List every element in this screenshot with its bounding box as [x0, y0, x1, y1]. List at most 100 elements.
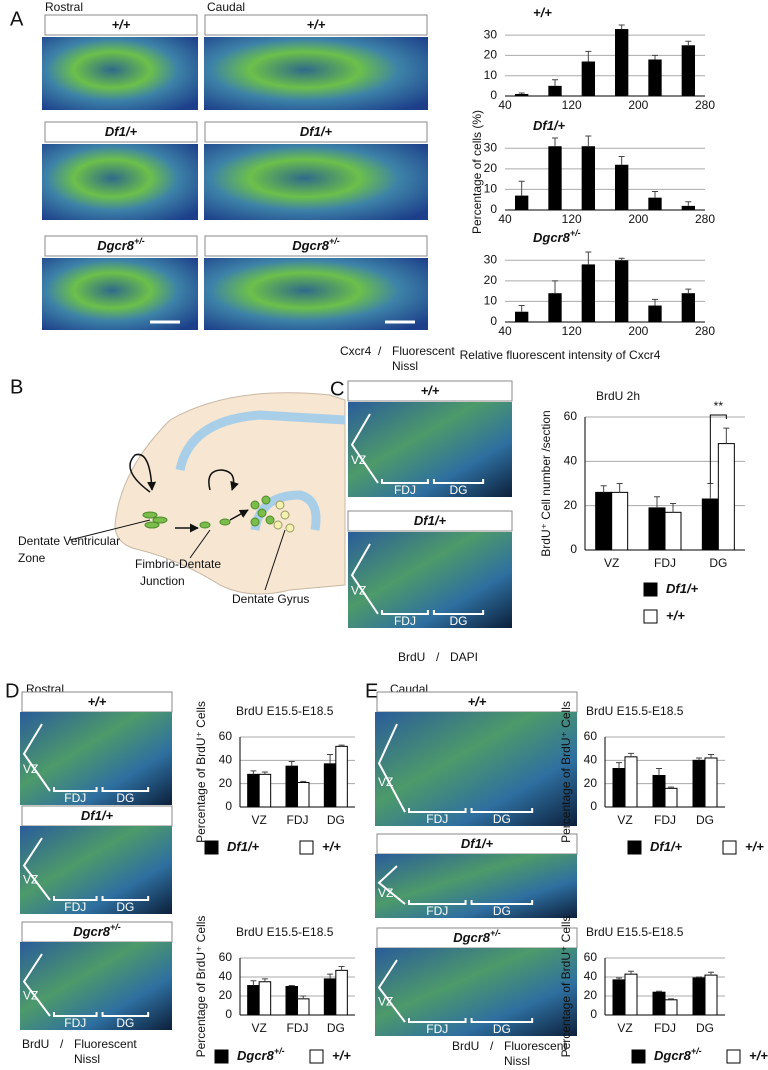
genotype-label: Df1/+ [414, 513, 447, 528]
fdj-bracket [53, 1012, 98, 1017]
bar [648, 197, 662, 210]
bar [692, 977, 706, 1016]
vz-bracket [350, 413, 379, 484]
y-axis-label: BrdU⁺ Cell number /section [539, 410, 553, 556]
legend-label-main: Df1/+ [227, 839, 260, 854]
y-tick-label: 20 [564, 498, 578, 512]
vz-bracket [22, 837, 51, 901]
legend-label-main: +/+ [322, 839, 341, 854]
fdj-bracket [408, 808, 467, 813]
y-tick-label: 0 [225, 1007, 232, 1021]
column-label: Rostral [45, 0, 83, 14]
error-bar [585, 50, 592, 62]
y-tick-label: 60 [219, 950, 233, 964]
error-bar [723, 427, 730, 444]
bar [595, 491, 613, 551]
y-axis-label: Percentage of BrdU⁺ Cells [559, 916, 573, 1058]
error-bar [708, 754, 714, 758]
chart-title-main: Df1/+ [533, 118, 566, 133]
bar [704, 974, 718, 1016]
stain-label: BrdU [452, 1039, 479, 1053]
y-tick-label: 60 [584, 950, 598, 964]
stain-label: BrdU [22, 1037, 49, 1051]
error-bar [616, 483, 623, 493]
micrograph [42, 144, 198, 220]
dg-bracket [101, 896, 150, 901]
y-tick-label: 30 [484, 252, 498, 266]
bar [615, 29, 629, 96]
genotype-label-main: +/+ [421, 383, 440, 398]
genotype-label-main: +/+ [112, 17, 131, 32]
bar [648, 305, 662, 322]
region-label: DG [493, 1022, 511, 1036]
y-tick-label: 30 [484, 140, 498, 154]
error-bar [300, 780, 307, 783]
bar [664, 787, 678, 808]
genotype-label-main: Df1/+ [81, 808, 114, 823]
bar [664, 511, 682, 551]
error-bar [585, 135, 592, 147]
error-bar [552, 79, 558, 86]
dg-bracket [432, 610, 485, 615]
bar [701, 498, 719, 551]
region-label: DG [450, 614, 468, 628]
legend-label-main: +/+ [666, 608, 685, 623]
chart-title-main: Dgcr8 [533, 230, 571, 245]
panel-letter: E [365, 680, 378, 702]
y-tick-label: 0 [490, 314, 497, 328]
genotype-label-sup: +/- [110, 922, 121, 932]
region-label: VZ [378, 995, 393, 1009]
panel-letter: D [5, 680, 19, 702]
error-bar [685, 201, 692, 206]
micrograph [375, 712, 577, 826]
x-tick-label: 120 [562, 324, 582, 338]
y-tick-label: 20 [484, 161, 498, 175]
y-tick-label: 60 [564, 409, 578, 423]
region-label: DG [450, 483, 468, 497]
micrograph [348, 532, 512, 628]
fdj-bracket [53, 896, 98, 901]
region-label: FDJ [394, 614, 416, 628]
genotype-label: +/+ [112, 17, 131, 32]
error-bar [668, 998, 674, 1000]
genotype-label: +/+ [468, 694, 487, 709]
bar [548, 293, 562, 322]
region-label: VZ [23, 989, 38, 1003]
region-label: FDJ [64, 1016, 86, 1030]
genotype-box [44, 14, 198, 36]
bar [335, 745, 348, 808]
x-tick-label: DG [696, 813, 714, 827]
region-label: VZ [351, 584, 366, 598]
bar [258, 773, 272, 808]
legend-label: +/+ [749, 1048, 768, 1063]
genotype-label-sup: +/- [329, 236, 340, 246]
error-bar [656, 990, 662, 993]
error-bar [628, 970, 634, 975]
legend-swatch [299, 840, 314, 855]
error-bar [668, 786, 674, 789]
micrograph [204, 144, 428, 220]
bar [323, 978, 337, 1016]
bar [612, 768, 626, 808]
dentate-diagram [69, 392, 346, 595]
bar [692, 759, 706, 808]
region-label: DG [493, 904, 511, 918]
genotype-label-main: +/+ [468, 694, 487, 709]
error-bar [261, 978, 268, 982]
y-axis-label: Percentage of cells (%) [470, 110, 484, 234]
error-bar [288, 761, 295, 767]
region-label: DG [493, 812, 511, 826]
legend-label-main: Dgcr8 [237, 1048, 275, 1063]
legend-label-main: Df1/+ [666, 581, 699, 596]
y-tick-label: 60 [584, 729, 598, 743]
region-label: FDJ [394, 483, 416, 497]
vz-bracket [377, 865, 406, 905]
bar [515, 93, 529, 96]
genotype-box [44, 121, 198, 143]
error-bar [552, 137, 558, 147]
error-bar [685, 40, 692, 46]
legend-swatch [726, 1049, 741, 1064]
chart-title: +/+ [533, 5, 552, 20]
legend-swatch [214, 1049, 229, 1064]
